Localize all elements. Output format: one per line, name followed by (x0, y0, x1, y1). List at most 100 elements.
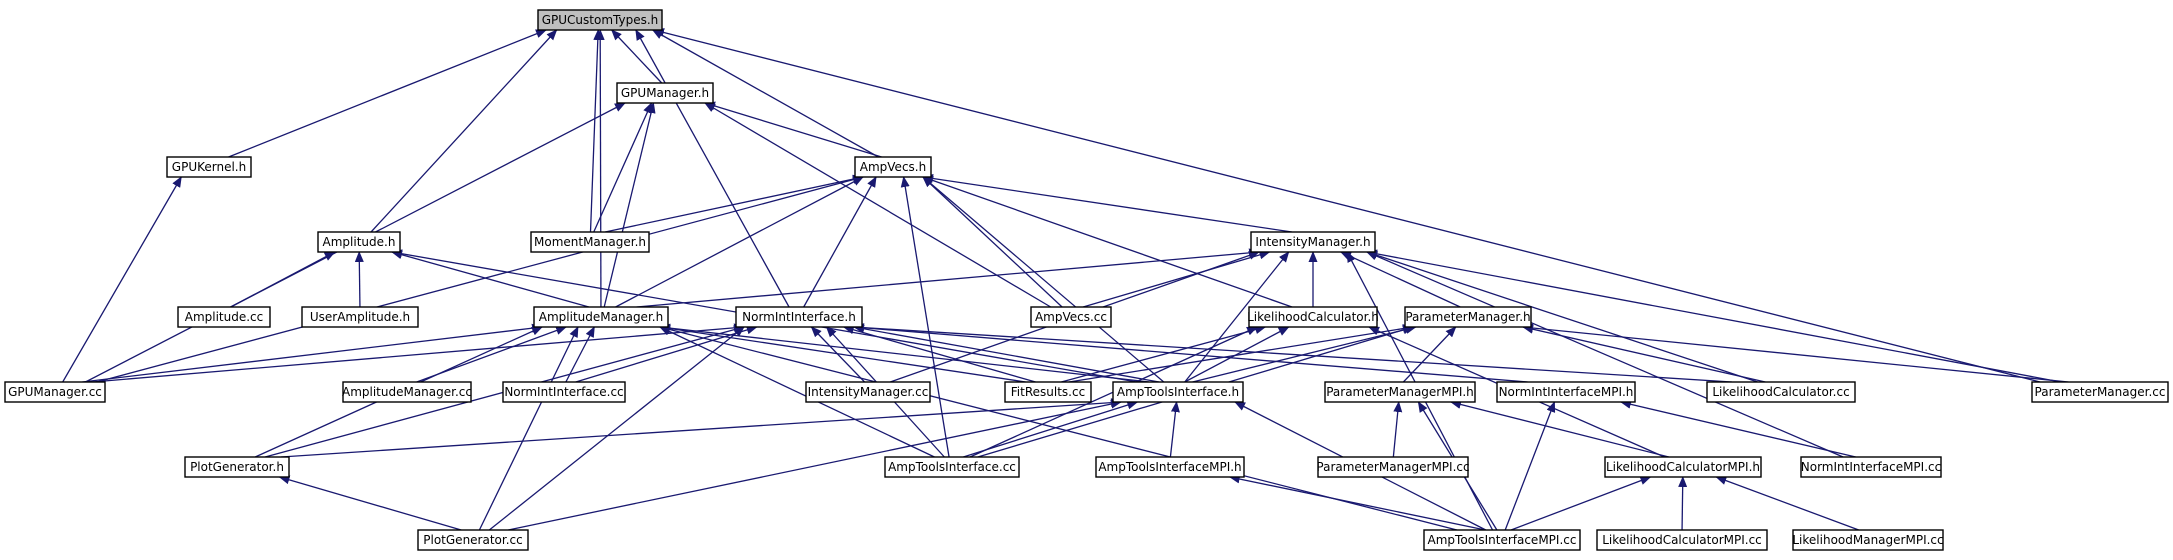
edge-gpukernel_h-to-gpucustomtypes_h (228, 29, 547, 158)
edge-amptoolsinterface_cc-to-amplitudemanager_h (659, 326, 935, 458)
node-box (805, 381, 931, 403)
edge-fitresults_cc-to-amplitudemanager_h (659, 324, 1026, 383)
edge-plotgenerator_cc-to-amplitudemanager_h (478, 326, 579, 531)
edge-amptoolsinterface_h-to-ampvecs_h (922, 176, 1165, 383)
node-label: NormIntInterfaceMPI.h (1499, 385, 1634, 399)
node-likelihoodmanagermpi_cc[interactable]: LikelihoodManagerMPI.cc (1792, 529, 1944, 551)
edge-momentmanager_h-to-gpumanager_h (593, 102, 653, 233)
node-box (4, 381, 106, 403)
node-label: NormIntInterface.cc (504, 385, 623, 399)
node-amptoolsinterface_cc[interactable]: AmpToolsInterface.cc (884, 456, 1020, 478)
edge-amptoolsinterfacempi_h-to-amptoolsinterface_h (1169, 401, 1180, 458)
edge-gpumanager_h-to-gpucustomtypes_h (611, 29, 663, 84)
node-intensitymanager_cc[interactable]: IntensityManager.cc (805, 381, 931, 403)
node-amplitude_cc[interactable]: Amplitude.cc (177, 306, 271, 328)
node-parametermanagermpi_h[interactable]: ParameterManagerMPI.h (1324, 381, 1476, 403)
node-label: AmpToolsInterface.h (1117, 385, 1239, 399)
node-box (884, 456, 1020, 478)
node-useramplitude_h[interactable]: UserAmplitude.h (301, 306, 419, 328)
node-plotgenerator_cc[interactable]: PlotGenerator.cc (417, 529, 529, 551)
edge-likelihoodcalculatormpi_h-to-parametermanagermpi_h (1449, 400, 1670, 458)
edge-parametermanager_cc-to-gpucustomtypes_h (653, 28, 2041, 383)
node-box (1030, 306, 1112, 328)
node-label: MomentManager.h (534, 235, 646, 249)
node-label: IntensityManager.cc (808, 385, 929, 399)
node-normintinterfacempi_h[interactable]: NormIntInterfaceMPI.h (1496, 381, 1636, 403)
edge-ampvecs_h-to-gpucustomtypes_h (651, 29, 879, 158)
edge-intensitymanager_h-to-ampvecs_h (922, 174, 1293, 233)
node-gpumanager_cc[interactable]: GPUManager.cc (4, 381, 106, 403)
edge-intensitymanager_cc-to-normintinterface_h (810, 326, 866, 383)
node-amplitude_h[interactable]: Amplitude.h (317, 231, 401, 253)
node-box (1004, 381, 1092, 403)
node-intensitymanager_h[interactable]: IntensityManager.h (1250, 231, 1376, 253)
edge-plotgenerator_h-to-amptoolsinterface_h (280, 398, 1122, 458)
node-label: LikelihoodCalculator.cc (1712, 385, 1849, 399)
node-box (616, 82, 714, 104)
node-gpumanager_h[interactable]: GPUManager.h (616, 82, 714, 104)
edge-amplitude_h-to-gpucustomtypes_h (370, 29, 558, 233)
node-amptoolsinterfacempi_cc[interactable]: AmpToolsInterfaceMPI.cc (1423, 529, 1581, 551)
edge-parametermanagermpi_h-to-parametermanager_h (1402, 326, 1457, 383)
node-label: ParameterManager.cc (2035, 385, 2166, 399)
node-ampvecs_h[interactable]: AmpVecs.h (854, 156, 932, 178)
node-box (301, 306, 419, 328)
edge-gpumanager_cc-to-gpukernel_h (62, 176, 182, 383)
node-likelihoodcalculator_h[interactable]: LikelihoodCalculator.h (1247, 306, 1379, 328)
node-box (502, 381, 626, 403)
edge-parametermanager_cc-to-parametermanager_h (1522, 323, 2069, 383)
edge-momentmanager_h-to-gpucustomtypes_h (589, 29, 603, 233)
node-fitresults_cc[interactable]: FitResults.cc (1004, 381, 1092, 403)
edge-ampvecs_cc-to-intensitymanager_h (1082, 250, 1271, 308)
node-amptoolsinterface_h[interactable]: AmpToolsInterface.h (1112, 381, 1244, 403)
edge-amplitudemanager_h-to-gpucustomtypes_h (595, 29, 605, 308)
node-normintinterface_h[interactable]: NormIntInterface.h (735, 306, 863, 328)
edge-normintinterface_h-to-ampvecs_h (803, 176, 877, 308)
node-box (854, 156, 932, 178)
edge-useramplitude_h-to-amplitude_h (354, 251, 364, 308)
node-label: GPUManager.h (621, 86, 709, 100)
node-label: LikelihoodCalculatorMPI.cc (1602, 533, 1762, 547)
edge-amptoolsinterface_h-to-likelihoodcalculator_h (1184, 326, 1290, 383)
node-box (1250, 231, 1376, 253)
node-likelihoodcalculator_cc[interactable]: LikelihoodCalculator.cc (1706, 381, 1856, 403)
node-gpukernel_h[interactable]: GPUKernel.h (166, 156, 252, 178)
edge-ampvecs_cc-to-gpumanager_h (704, 102, 1052, 308)
node-gpucustomtypes_h[interactable]: GPUCustomTypes.h (537, 9, 663, 31)
edge-normintinterfacempi_h-to-normintinterface_h (853, 323, 1528, 383)
node-normintinterface_cc[interactable]: NormIntInterface.cc (502, 381, 626, 403)
node-amptoolsinterfacempi_h[interactable]: AmpToolsInterfaceMPI.h (1095, 456, 1245, 478)
edge-amplitudemanager_h-to-gpumanager_h (603, 102, 656, 308)
node-likelihoodcalculatormpi_cc[interactable]: LikelihoodCalculatorMPI.cc (1596, 529, 1768, 551)
node-box (533, 306, 669, 328)
node-box (1112, 381, 1244, 403)
node-label: ParameterManagerMPI.h (1326, 385, 1474, 399)
node-box (1324, 381, 1476, 403)
node-momentmanager_h[interactable]: MomentManager.h (530, 231, 650, 253)
node-ampvecs_cc[interactable]: AmpVecs.cc (1030, 306, 1112, 328)
node-label: Amplitude.cc (185, 310, 264, 324)
node-amplitudemanager_cc[interactable]: AmplitudeManager.cc (342, 381, 472, 403)
node-normintinterfacempi_cc[interactable]: NormIntInterfaceMPI.cc (1800, 456, 1942, 478)
node-box (1604, 456, 1762, 478)
node-parametermanagermpi_cc[interactable]: ParameterManagerMPI.cc (1316, 456, 1470, 478)
node-box (537, 9, 663, 31)
edge-plotgenerator_cc-to-normintinterface_h (488, 326, 745, 531)
node-label: FitResults.cc (1011, 385, 1085, 399)
edge-parametermanagermpi_cc-to-parametermanagermpi_h (1392, 401, 1403, 458)
edge-normintinterface_cc-to-normintinterface_h (575, 325, 758, 383)
node-likelihoodcalculatormpi_h[interactable]: LikelihoodCalculatorMPI.h (1604, 456, 1762, 478)
node-parametermanager_cc[interactable]: ParameterManager.cc (2031, 381, 2169, 403)
edge-gpumanager_cc-to-amplitudemanager_h (82, 323, 543, 383)
node-label: LikelihoodManagerMPI.cc (1792, 533, 1943, 547)
node-box (1317, 456, 1469, 478)
edge-normintinterfacempi_cc-to-intensitymanager_h (1366, 251, 1844, 458)
node-label: PlotGenerator.cc (423, 533, 522, 547)
node-plotgenerator_h[interactable]: PlotGenerator.h (184, 456, 290, 478)
node-parametermanager_h[interactable]: ParameterManager.h (1404, 306, 1532, 328)
edge-amptoolsinterface_cc-to-ampvecs_h (900, 176, 950, 458)
node-amplitudemanager_h[interactable]: AmplitudeManager.h (533, 306, 669, 328)
edge-gpumanager_cc-to-normintinterface_h (92, 323, 745, 383)
edge-likelihoodcalculator_cc-to-intensitymanager_h (1366, 250, 1758, 383)
